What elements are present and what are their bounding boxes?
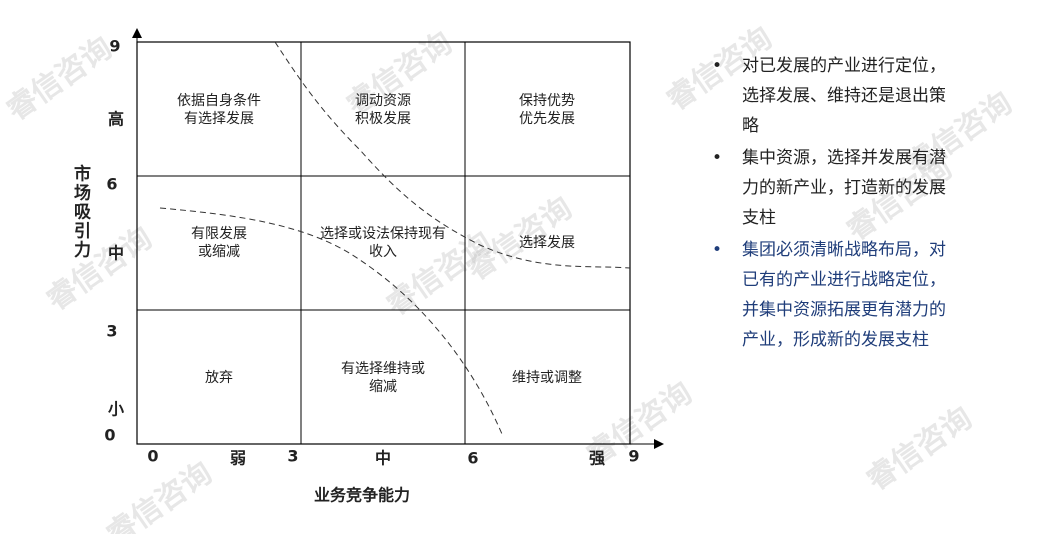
cell-text: 调动资源	[355, 93, 411, 109]
x-arrow	[654, 439, 664, 449]
bullet-dot: •	[712, 148, 722, 168]
dashed-curve	[159, 207, 503, 435]
x-axis-label: 弱	[230, 449, 246, 468]
bullet-text: 选择发展、维持还是退出策	[742, 86, 946, 106]
x-axis-label: 强	[589, 449, 605, 468]
x-axis-label: 中	[375, 449, 391, 468]
bullet-text: 支柱	[742, 208, 776, 228]
x-axis-label: 9	[628, 447, 639, 466]
x-axis-label: 3	[287, 447, 298, 466]
x-axis-title: 业务竞争能力	[314, 486, 410, 505]
y-axis-title: 市场吸引力	[70, 163, 91, 259]
y-axis-label: 6	[106, 175, 117, 194]
watermark: 睿信咨询	[0, 30, 118, 127]
y-axis-label: 0	[104, 426, 115, 445]
cell-text: 选择或设法保持现有	[320, 226, 446, 242]
bullet-text: 集中资源，选择并发展有潜	[742, 148, 946, 168]
bullet-text: 集团必须清晰战略布局，对	[742, 240, 946, 260]
cell-text: 放弃	[205, 370, 233, 386]
cell-text: 保持优势	[519, 93, 575, 109]
y-axis-label: 高	[108, 110, 124, 129]
cell-text: 或缩减	[198, 244, 240, 260]
cell-text: 有选择维持或	[341, 361, 425, 377]
watermark: 睿信咨询	[860, 400, 978, 497]
bullet-text: 力的新产业，打造新的发展	[742, 178, 946, 198]
bullet-dot: •	[712, 240, 722, 260]
bullet-text: 对已发展的产业进行定位，	[742, 56, 946, 76]
bullet-text: 已有的产业进行战略定位，	[742, 270, 946, 290]
watermark: 睿信咨询	[100, 455, 218, 534]
x-axis-label: 0	[147, 447, 158, 466]
cell-text: 维持或调整	[512, 370, 582, 386]
bullet-text: 并集中资源拓展更有潜力的	[742, 300, 946, 320]
bullet-text: 略	[742, 116, 759, 136]
cell-text: 收入	[369, 244, 397, 260]
bullet-text: 产业，形成新的发展支柱	[742, 330, 929, 350]
y-arrow	[132, 28, 142, 38]
y-axis-label: 中	[108, 244, 124, 263]
cell-text: 积极发展	[355, 111, 411, 127]
bullet-dot: •	[712, 56, 722, 76]
cell-text: 有选择发展	[184, 111, 254, 127]
y-axis-label: 3	[106, 322, 117, 341]
dashed-curve	[274, 41, 631, 269]
x-axis-label: 6	[467, 449, 478, 468]
y-axis-label: 小	[108, 400, 124, 419]
cell-text: 有限发展	[191, 226, 247, 242]
y-axis-label: 9	[109, 37, 120, 56]
cell-text: 优先发展	[519, 111, 575, 127]
watermark: 睿信咨询	[40, 220, 158, 317]
cell-text: 依据自身条件	[177, 92, 261, 109]
cell-text: 选择发展	[519, 235, 575, 251]
cell-text: 缩减	[369, 379, 397, 395]
